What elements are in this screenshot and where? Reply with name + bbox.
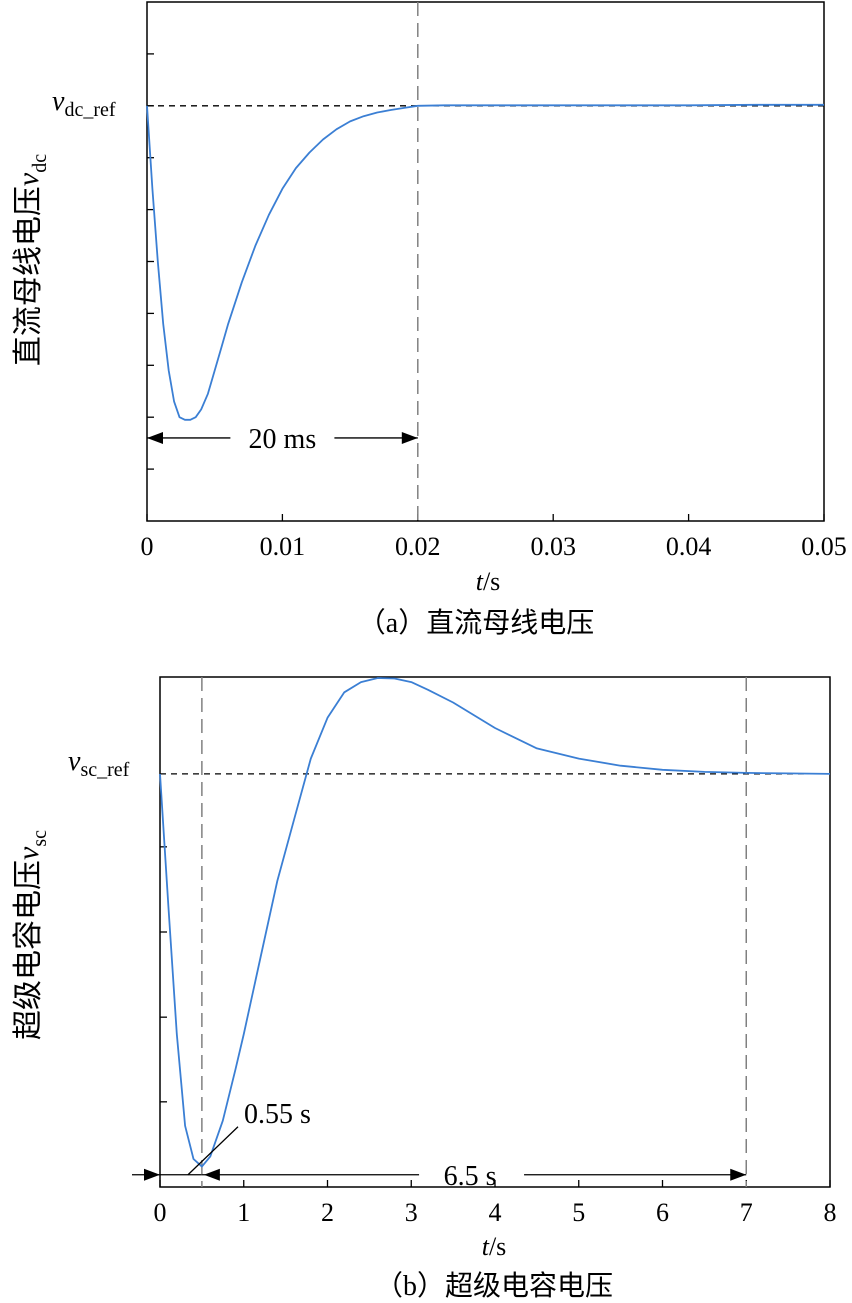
panel-b-055-label: 0.55 s (244, 1099, 311, 1130)
panel-a-reference-label: vdc_ref (52, 86, 116, 121)
panel-b-x-axis-label-unit: /s (489, 1232, 506, 1261)
panel-b-marks: 0 1 2 3 4 5 6 7 8 6.5 s 0.55 s (132, 676, 837, 1227)
panel-b-x-tick-label: 2 (321, 1198, 334, 1227)
panel-b-reference-label: vsc_ref (68, 746, 130, 781)
panel-b-chart: 0 1 2 3 4 5 6 7 86.5 s0.55 s 超级电容电压vsc vsc_ref t… (12, 676, 837, 1302)
panel-a-y-axis-label: 直流母线电压vdc (12, 154, 51, 366)
panel-a-x-axis-label-unit: /s (483, 567, 500, 596)
panel-b-y-axis-label-var: v (12, 846, 45, 860)
panel-a-caption: （a）直流母线电压 (358, 607, 594, 639)
panel-a-x-axis-label-var: t (476, 567, 484, 596)
panel-b-reference-sub: sc_ref (80, 759, 129, 781)
panel-b-annotation-label: 6.5 s (444, 1161, 497, 1192)
panel-b-reference-var: v (68, 746, 81, 777)
panel-b-055-leader-line (187, 1126, 239, 1176)
panel-a-annotation-arrowhead-right (401, 431, 418, 444)
panel-b-x-tick-label: 1 (237, 1198, 250, 1227)
panel-b-x-axis-label-var: t (482, 1232, 490, 1261)
panel-b-y-axis-label: 超级电容电压vsc (12, 830, 51, 1040)
panel-b-y-axis-label-sub: sc (29, 830, 51, 847)
panel-b-series-line (159, 677, 831, 1168)
panel-b-x-axis-label: t/s (482, 1232, 507, 1261)
panel-a-y-axis-label-text: 直流母线电压 (12, 186, 45, 366)
panel-a-x-tick-label: 0 (141, 532, 154, 561)
panel-b-x-tick-label: 5 (572, 1198, 585, 1227)
panel-b-y-axis-label-text: 超级电容电压 (12, 860, 45, 1040)
panel-a-reference-var: v (52, 86, 65, 117)
panel-b-annotation-arrowhead-right (730, 1168, 747, 1181)
panel-b-x-tick-label: 6 (656, 1198, 669, 1227)
panel-a-x-tick-label: 0.01 (260, 532, 306, 561)
panel-a-x-axis-label: t/s (476, 567, 501, 596)
panel-a-marks: 0 0.01 0.02 0.03 0.04 0.05 20 ms (141, 1, 847, 561)
panel-a-y-axis-label-sub: dc (29, 154, 51, 173)
panel-b-caption: （b）超级电容电压 (375, 1270, 613, 1302)
panel-a-series-line (146, 103, 824, 421)
panel-a-x-tick-label: 0.03 (530, 532, 576, 561)
panel-a-x-tick-label: 0.05 (801, 532, 847, 561)
panel-b-x-tick-label: 8 (824, 1198, 837, 1227)
panel-b-x-tick-label: 0 (154, 1198, 167, 1227)
panel-b-x-tick-label: 7 (740, 1198, 753, 1227)
panel-a-annotation-arrowhead-left (147, 431, 163, 444)
panel-b-x-tick-label: 3 (405, 1198, 418, 1227)
panel-a-y-axis-label-var: v (12, 172, 45, 186)
panel-a-x-tick-label: 0.02 (395, 532, 441, 561)
panel-a-reference-sub: dc_ref (64, 99, 115, 121)
panel-a-x-tick-label: 0.04 (666, 532, 712, 561)
panel-b-x-tick-label: 4 (489, 1198, 502, 1227)
panel-b-zero-arrowhead (144, 1168, 160, 1181)
panel-b-annotation-arrowhead-left (203, 1168, 220, 1181)
panel-a-annotation-label: 20 ms (249, 424, 317, 455)
